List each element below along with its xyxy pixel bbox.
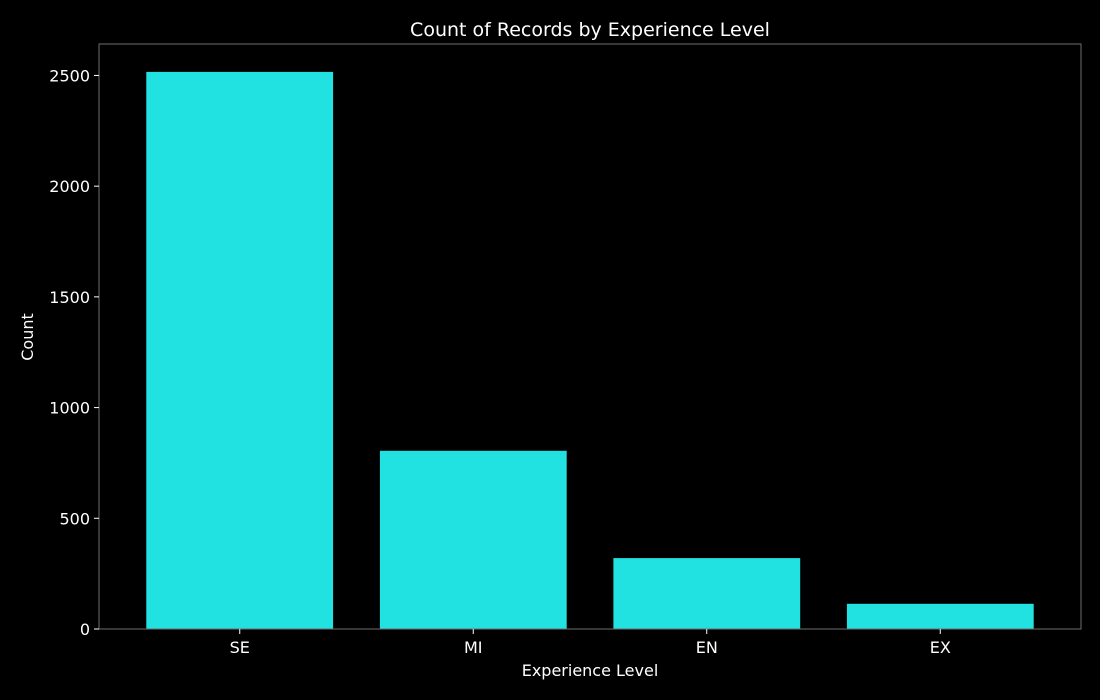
x-axis: SE MI EN EX bbox=[230, 629, 951, 657]
bar-ex bbox=[846, 603, 1034, 629]
bar-se bbox=[146, 71, 334, 629]
x-axis-label: Experience Level bbox=[522, 661, 659, 680]
x-tick-label: EX bbox=[930, 638, 951, 657]
plot-frame bbox=[98, 43, 1082, 630]
y-tick-label: 0 bbox=[80, 620, 90, 639]
x-tick-label: EN bbox=[696, 638, 718, 657]
y-tick-label: 1000 bbox=[49, 399, 90, 418]
y-tick-label: 2500 bbox=[49, 66, 90, 85]
y-tick-label: 1500 bbox=[49, 288, 90, 307]
bar-mi bbox=[379, 450, 567, 629]
y-tick-label: 2000 bbox=[49, 177, 90, 196]
y-axis-label: Count bbox=[18, 313, 37, 361]
y-axis: 0 500 1000 1500 2000 2500 bbox=[49, 66, 99, 639]
x-tick-label: SE bbox=[230, 638, 250, 657]
x-tick-label: MI bbox=[464, 638, 483, 657]
bars-layer bbox=[146, 71, 1034, 629]
y-tick-label: 500 bbox=[59, 509, 90, 528]
chart-title: Count of Records by Experience Level bbox=[410, 19, 770, 41]
bar-en bbox=[613, 558, 801, 629]
